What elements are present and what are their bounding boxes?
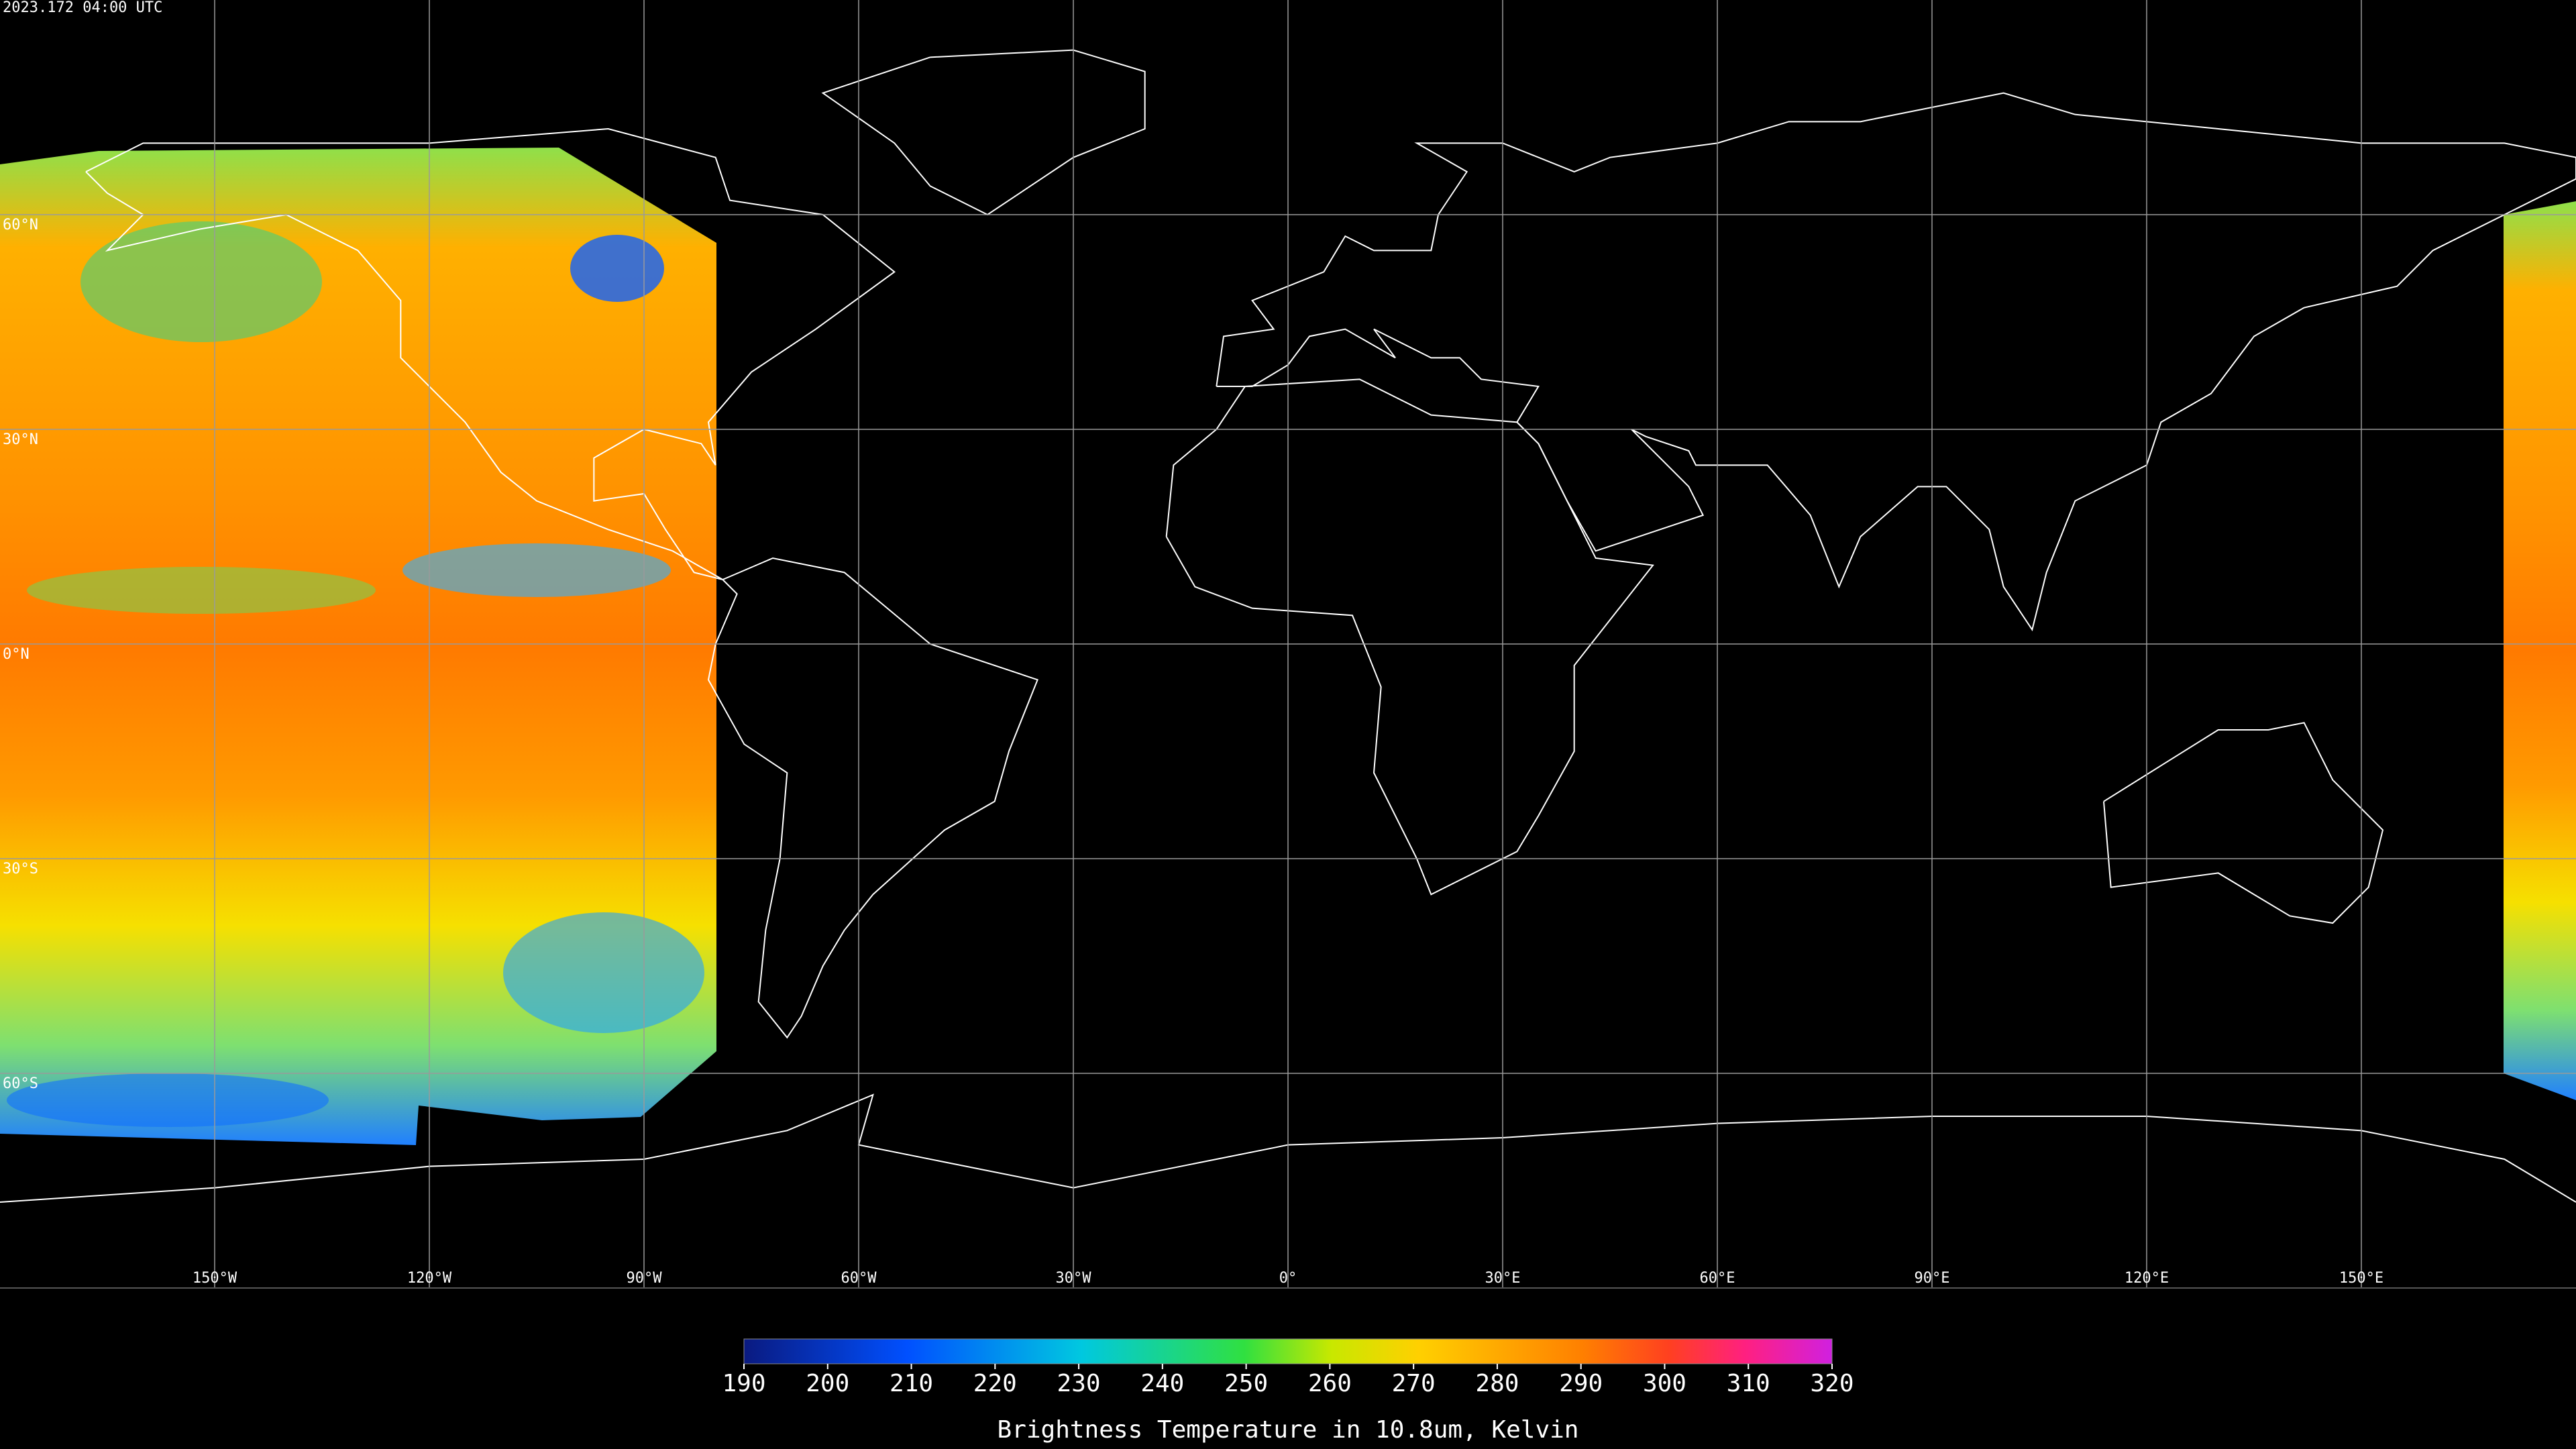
longitude-label: 90°E [1915, 1270, 1950, 1287]
colorbar-tick-label: 200 [806, 1370, 849, 1397]
latitude-label: 30°S [3, 861, 38, 877]
colorbar-tick-label: 300 [1643, 1370, 1686, 1397]
coastlines [0, 49, 2576, 1203]
longitude-label: 150°W [193, 1270, 237, 1287]
coastline [821, 49, 1146, 216]
colorbar-label: Brightness Temperature in 10.8um, Kelvin [998, 1416, 1579, 1444]
colorbar-tick-label: 320 [1810, 1370, 1854, 1397]
colorbar-tick-label: 260 [1308, 1370, 1352, 1397]
colorbar-tick-label: 310 [1727, 1370, 1770, 1397]
latitude-label: 60°S [3, 1075, 38, 1092]
coastline [707, 557, 1038, 1039]
latitude-label: 0°N [3, 646, 30, 663]
coastline [85, 127, 896, 580]
colorbar-tick-label: 230 [1057, 1370, 1101, 1397]
colorbar [743, 1338, 1833, 1364]
coastline [1165, 378, 1654, 896]
colorbar-tick-label: 240 [1140, 1370, 1184, 1397]
colorbar-tick-label: 250 [1224, 1370, 1268, 1397]
longitude-label: 30°E [1485, 1270, 1521, 1287]
satellite-imagery [0, 148, 2576, 1145]
longitude-label: 90°W [627, 1270, 663, 1287]
longitude-label: 120°W [407, 1270, 452, 1287]
colorbar-tick-label: 190 [722, 1370, 765, 1397]
latitude-label: 30°N [3, 431, 38, 448]
colorbar-tick-label: 220 [973, 1370, 1017, 1397]
longitude-label: 120°E [2125, 1270, 2169, 1287]
colorbar-tick-label: 280 [1475, 1370, 1519, 1397]
coastline [2103, 722, 2384, 924]
timestamp: 2023.172 04:00 UTC [3, 0, 162, 16]
colorbar-tick-label: 290 [1559, 1370, 1603, 1397]
latitude-label: 60°N [3, 217, 38, 233]
longitude-label: 0° [1279, 1270, 1297, 1287]
colorbar-tick-label: 210 [890, 1370, 933, 1397]
longitude-label: 60°W [841, 1270, 877, 1287]
longitude-label: 30°W [1056, 1270, 1092, 1287]
coastline [0, 1093, 2576, 1203]
longitude-label: 60°E [1700, 1270, 1735, 1287]
colorbar-tick-label: 270 [1392, 1370, 1436, 1397]
coastline [1216, 92, 2576, 632]
longitude-label: 150°E [2339, 1270, 2383, 1287]
